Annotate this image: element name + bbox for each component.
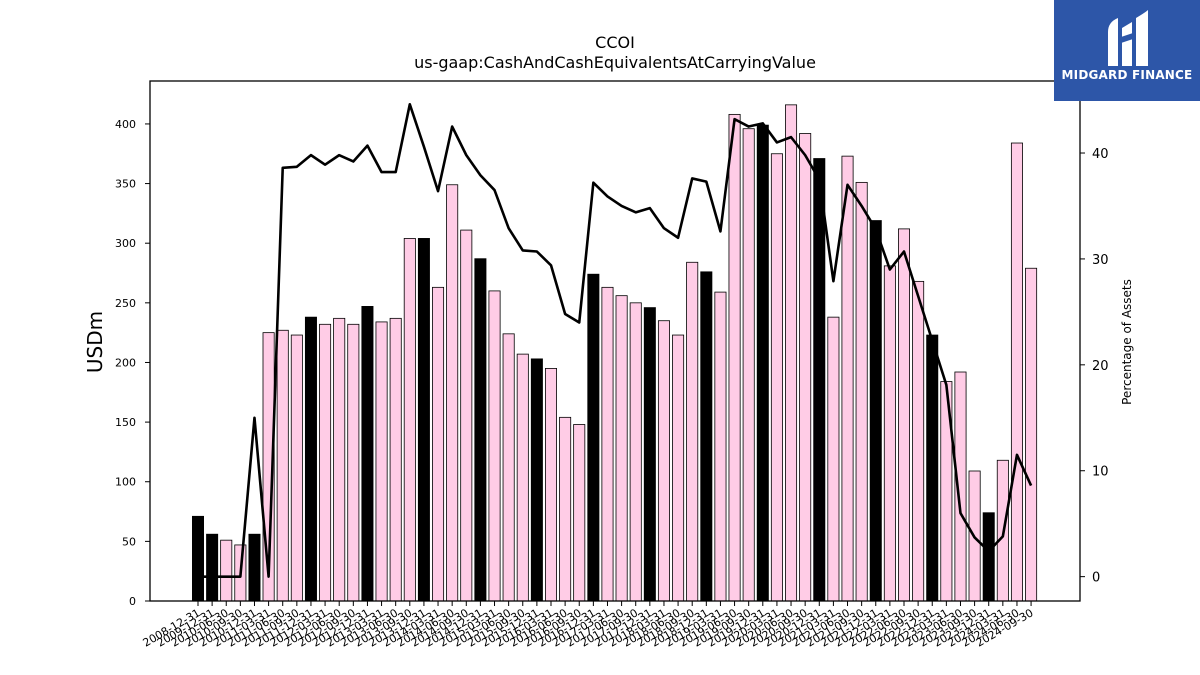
bar-2016-06-30 [559,416,572,602]
y-tick-label: 150 [115,416,136,429]
bar-2017-12-31 [643,307,656,602]
y2-tick-label: 0 [1092,571,1100,586]
bar-2011-12-31 [304,316,317,602]
bar-2022-09-30 [912,280,925,602]
bar-2019-03-31 [714,291,727,602]
bar-2018-12-31 [700,271,713,602]
bar-2011-09-30 [290,334,303,602]
chart-subtitle: us-gaap:CashAndCashEquivalentsAtCarrying… [414,53,816,72]
bar-2022-03-31 [883,265,896,602]
bar-2017-06-30 [615,295,628,602]
brand-name: MIDGARD FINANCE [1061,68,1193,82]
bar-2012-12-31 [361,306,374,602]
bar-2020-12-31 [813,158,826,602]
bar-2022-06-30 [898,228,911,602]
bar-2016-09-30 [573,424,586,602]
y-tick-label: 100 [115,476,136,489]
bar-2017-09-30 [629,302,642,602]
bar-2008-12-31 [191,515,204,602]
bar-2012-09-30 [347,323,360,602]
bar-2014-03-31 [432,286,445,602]
y2-axis-label: Percentage of Assets [1120,279,1134,405]
bar-2015-09-30 [516,353,529,602]
y-tick-label: 300 [115,237,136,250]
bar-2021-12-31 [869,220,882,602]
plot-frame [149,80,1081,602]
midgard-logo-icon [1108,10,1148,66]
bar-2013-03-31 [375,321,388,602]
bar-2023-12-31 [982,512,995,602]
bar-2016-03-31 [545,368,558,602]
bar-2009-12-31 [206,533,219,602]
bar-2022-12-31 [926,334,939,602]
bar-2018-06-30 [672,334,685,602]
y-tick-label: 250 [115,297,136,310]
y-axis-label: USDm [83,311,107,373]
bar-2021-09-30 [855,181,868,602]
bar-2013-06-30 [389,317,402,602]
chart-title: CCOI [595,33,635,52]
y2-tick-label: 10 [1092,465,1109,480]
bar-2015-12-31 [530,358,543,602]
bar-2015-06-30 [502,333,515,602]
x-axis-ticks: 2008-12-312009-12-312010-06-302010-09-30… [141,601,1036,650]
bar-2016-12-31 [587,273,600,602]
bar-2020-03-31 [770,153,783,602]
y2-tick-label: 30 [1092,253,1109,268]
brand-logo: MIDGARD FINANCE [1054,0,1200,101]
y-tick-label: 50 [122,535,136,548]
bar-2021-03-31 [827,316,840,602]
y2-axis-ticks: 0 10 20 30 40 [1080,147,1109,586]
bar-2014-12-31 [474,258,487,602]
bar-2012-03-31 [319,323,332,602]
bar-2019-09-30 [742,128,755,602]
y-tick-label: 350 [115,178,136,191]
bar-2024-09-30 [1025,267,1038,602]
bar-2011-06-30 [276,329,289,602]
bar-series [191,104,1038,602]
bar-2020-06-30 [785,104,798,602]
bar-2021-06-30 [841,155,854,602]
bar-2010-06-30 [220,539,233,602]
y-tick-label: 0 [129,595,136,608]
y2-tick-label: 20 [1092,359,1109,374]
bar-2015-03-31 [488,290,501,602]
axes [149,80,1081,602]
bar-2012-06-30 [333,317,346,602]
bar-2014-06-30 [446,184,459,602]
bar-2017-03-31 [601,286,614,602]
bar-2019-12-31 [756,124,769,602]
y2-tick-label: 40 [1092,147,1109,162]
bar-2024-06-30 [1010,142,1023,602]
percentage-of-assets-line [198,103,1033,578]
y-tick-label: 400 [115,118,136,131]
bar-2010-12-31 [248,533,261,602]
bar-2018-03-31 [657,320,670,602]
bar-2020-09-30 [799,133,812,602]
bar-2019-06-30 [728,113,741,602]
bar-2014-09-30 [460,229,473,602]
bar-2018-09-30 [686,261,699,602]
percentage-line-series [198,103,1033,578]
bar-2013-12-31 [417,238,430,602]
y-tick-label: 200 [115,356,136,369]
y-axis-ticks: 0 50 100 150 200 250 300 350 400 [115,118,150,608]
bar-2013-09-30 [403,238,416,602]
